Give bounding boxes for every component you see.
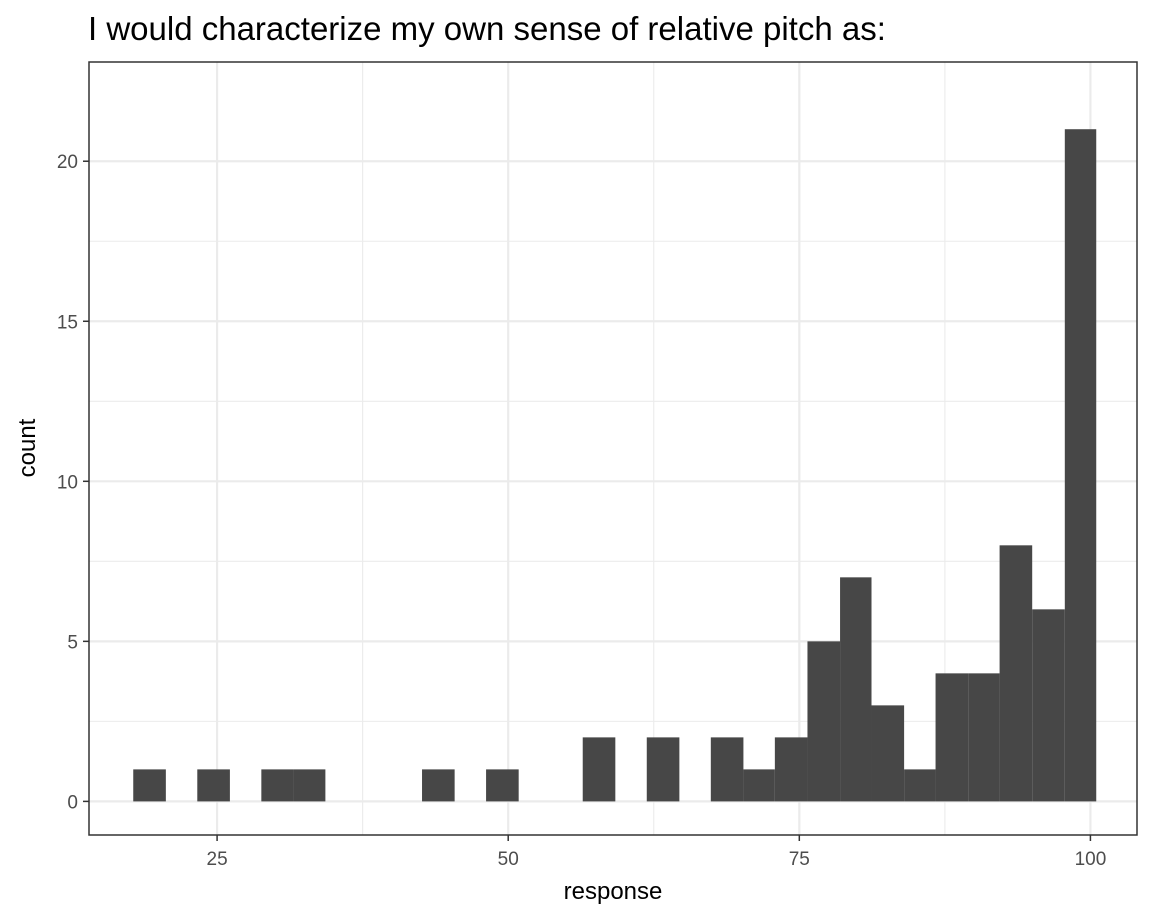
histogram-bar: [999, 545, 1033, 802]
x-tick-label: 25: [207, 849, 228, 870]
histogram-bar: [1064, 129, 1097, 802]
histogram-bar: [743, 769, 775, 802]
panel-border: [88, 61, 1138, 836]
x-tick-label: 75: [789, 849, 810, 870]
histogram-bars: [133, 129, 1097, 802]
y-tick-label: 20: [57, 152, 78, 173]
histogram-bar: [968, 673, 1000, 802]
histogram-bar: [486, 769, 519, 802]
y-tick-label: 0: [67, 792, 78, 813]
y-tick-label: 15: [57, 312, 78, 333]
histogram-bar: [904, 769, 936, 802]
axes: 25 50 75 100 0 5 10 15 20: [57, 152, 1106, 870]
y-tick-label: 5: [67, 632, 78, 653]
histogram-bar: [646, 737, 680, 802]
histogram-bar: [261, 769, 294, 802]
histogram-bar: [774, 737, 808, 802]
y-tick-label: 10: [57, 472, 78, 493]
histogram-bar: [807, 641, 841, 802]
histogram-bar: [422, 769, 455, 802]
histogram-bar: [871, 705, 905, 802]
histogram-bar: [710, 737, 744, 802]
x-axis-title: response: [564, 878, 663, 905]
histogram-bar: [935, 673, 969, 802]
histogram-bar: [133, 769, 166, 802]
histogram-bar: [1032, 609, 1065, 802]
x-tick-label: 50: [498, 849, 519, 870]
histogram-bar: [840, 577, 872, 802]
x-tick-label: 100: [1075, 849, 1107, 870]
histogram-bar: [293, 769, 326, 802]
histogram-bar: [582, 737, 616, 802]
chart-title: I would characterize my own sense of rel…: [88, 10, 886, 47]
histogram-bar: [197, 769, 230, 802]
y-axis-title: count: [14, 418, 41, 477]
